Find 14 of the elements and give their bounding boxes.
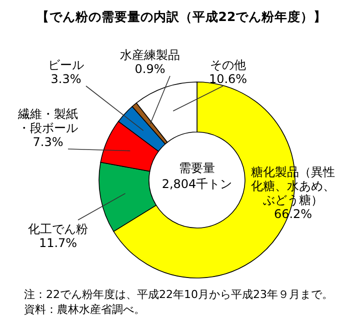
slice-label: 化工でん粉	[28, 222, 88, 236]
data-label: 3.3%	[50, 72, 82, 86]
slice-label: ビール	[48, 58, 84, 72]
text: 資料：農林水産省調べ。	[24, 303, 145, 316]
data-label: 10.6%	[208, 72, 248, 86]
slice-label: 水産練製品	[120, 48, 180, 62]
text: 注：22でん粉年度は、平成22年10月から平成23年９月まで。	[24, 288, 333, 301]
data-label: 11.7%	[38, 236, 78, 250]
chart-title: 【でん粉の需要量の内訳（平成22でん粉年度）】	[36, 9, 327, 24]
data-label: 7.3%	[32, 135, 64, 149]
data-label: 0.9%	[134, 62, 166, 76]
slice-label: その他	[210, 58, 246, 72]
slice-label: 繊維・製紙・段ボール	[17, 107, 78, 135]
text: 需要量 2,804千トン	[162, 161, 232, 191]
